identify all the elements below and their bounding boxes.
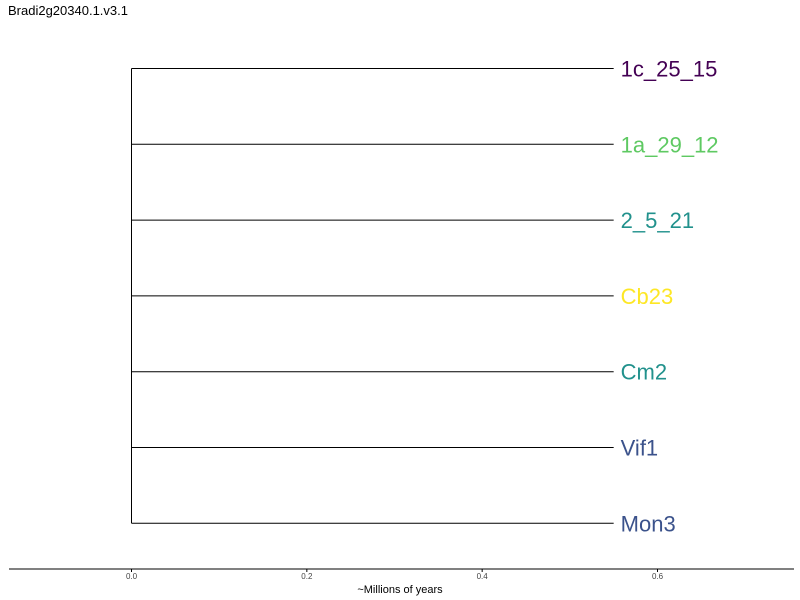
- leaf-label: 1c_25_15: [621, 57, 718, 82]
- leaf-label: Cb23: [621, 284, 674, 309]
- branches-group: [131, 68, 614, 524]
- leaf-label: Mon3: [621, 511, 676, 536]
- x-ticks-group: 0.0 0.2 0.4 0.6: [126, 569, 664, 581]
- leaf-label: Vif1: [621, 436, 659, 461]
- page-title: Bradi2g20340.1.v3.1: [8, 3, 128, 18]
- x-axis-title: ~Millions of years: [357, 584, 443, 596]
- x-tick-label: 0.0: [126, 572, 138, 581]
- leaf-labels-group: 1c_25_15 1a_29_12 2_5_21 Cb23 Cm2 Vif1 Mon3: [621, 57, 719, 537]
- leaf-label: 2_5_21: [621, 208, 694, 233]
- leaf-label: Cm2: [621, 360, 667, 385]
- leaf-label: 1a_29_12: [621, 132, 719, 157]
- x-tick-label: 0.4: [477, 572, 489, 581]
- x-tick-label: 0.2: [301, 572, 313, 581]
- x-tick-label: 0.6: [652, 572, 664, 581]
- x-axis: 0.0 0.2 0.4 0.6 ~Millions of years: [9, 568, 794, 596]
